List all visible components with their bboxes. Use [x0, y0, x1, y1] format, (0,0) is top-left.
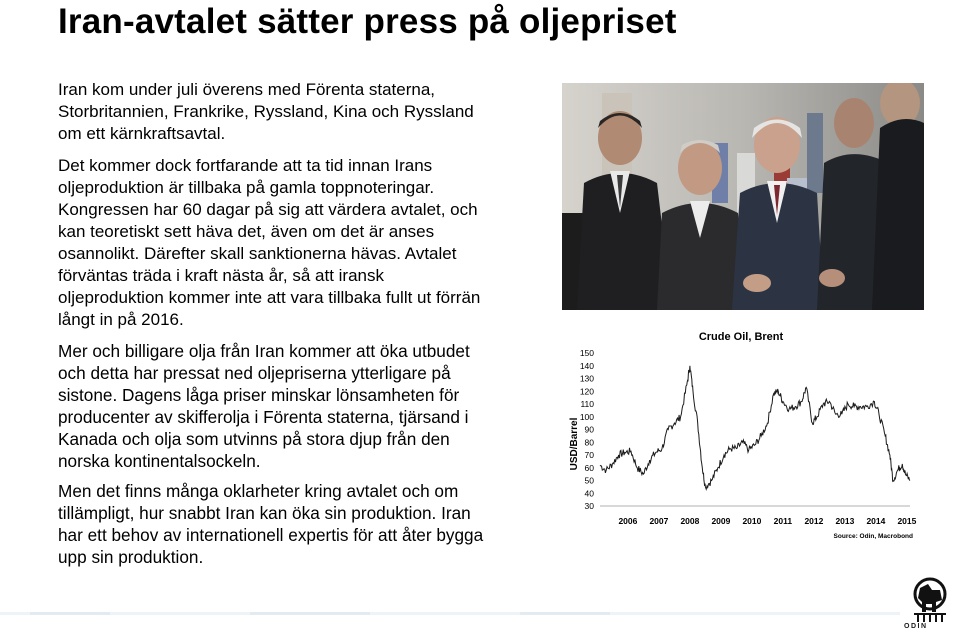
x-tick-label: 2011	[774, 516, 793, 526]
paragraph-timeline: Det kommer dock fortfarande att ta tid i…	[58, 155, 488, 331]
paragraph-text: Mer och billigare olja från Iran kommer …	[58, 341, 470, 471]
x-tick-label: 2012	[804, 516, 823, 526]
x-tick-label: 2007	[649, 516, 668, 526]
paragraph-text: Men det finns många oklarheter kring avt…	[58, 481, 484, 567]
y-tick-label: 40	[585, 488, 595, 498]
slide-title: Iran-avtalet sätter press på oljepriset	[58, 2, 677, 41]
x-tick-label: 2010	[742, 516, 761, 526]
negotiators-photo	[562, 83, 924, 310]
y-tick-label: 30	[585, 501, 595, 511]
y-tick-label: 50	[585, 476, 595, 486]
y-tick-label: 140	[580, 361, 594, 371]
y-tick-label: 80	[585, 437, 595, 447]
y-tick-label: 100	[580, 412, 594, 422]
x-tick-label: 2013	[835, 516, 854, 526]
x-tick-label: 2009	[711, 516, 730, 526]
chart-title: Crude Oil, Brent	[699, 331, 784, 343]
x-tick-label: 2014	[866, 516, 885, 526]
y-tick-label: 60	[585, 463, 595, 473]
y-tick-label: 90	[585, 425, 595, 435]
odin-horse-logo-icon	[906, 576, 950, 630]
paragraph-uncertainty: Men det finns många oklarheter kring avt…	[58, 480, 488, 568]
x-tick-label: 2015	[897, 516, 916, 526]
series-line	[599, 365, 911, 491]
x-axis: 2006 2007 2008 2009 2010 2011 2012 2013 2014 2015	[618, 516, 916, 526]
footer-divider	[0, 612, 900, 615]
y-tick-label: 130	[580, 374, 594, 384]
y-axis: 150 140 130 120 110 100 90 80 70 60 50 40 30	[580, 348, 594, 511]
y-tick-label: 120	[580, 386, 594, 396]
y-tick-label: 150	[580, 348, 594, 358]
y-tick-label: 110	[580, 399, 594, 409]
paragraph-supply: Mer och billigare olja från Iran kommer …	[58, 340, 478, 472]
x-tick-label: 2006	[618, 516, 637, 526]
x-tick-label: 2008	[680, 516, 699, 526]
brent-chart: Crude Oil, Brent USD/Barrel 150 140 130 120…	[562, 324, 924, 546]
chart-ylabel: USD/Barrel	[569, 417, 580, 470]
logo-text: ODIN	[904, 623, 928, 630]
paragraph-text: Det kommer dock fortfarande att ta tid i…	[58, 156, 481, 329]
chart-source: Source: Odin, Macrobond	[834, 533, 913, 540]
paragraph-intro: Iran kom under juli överens med Förenta …	[58, 79, 478, 145]
y-tick-label: 70	[585, 450, 595, 460]
paragraph-text: Iran kom under juli överens med Förenta …	[58, 80, 474, 143]
